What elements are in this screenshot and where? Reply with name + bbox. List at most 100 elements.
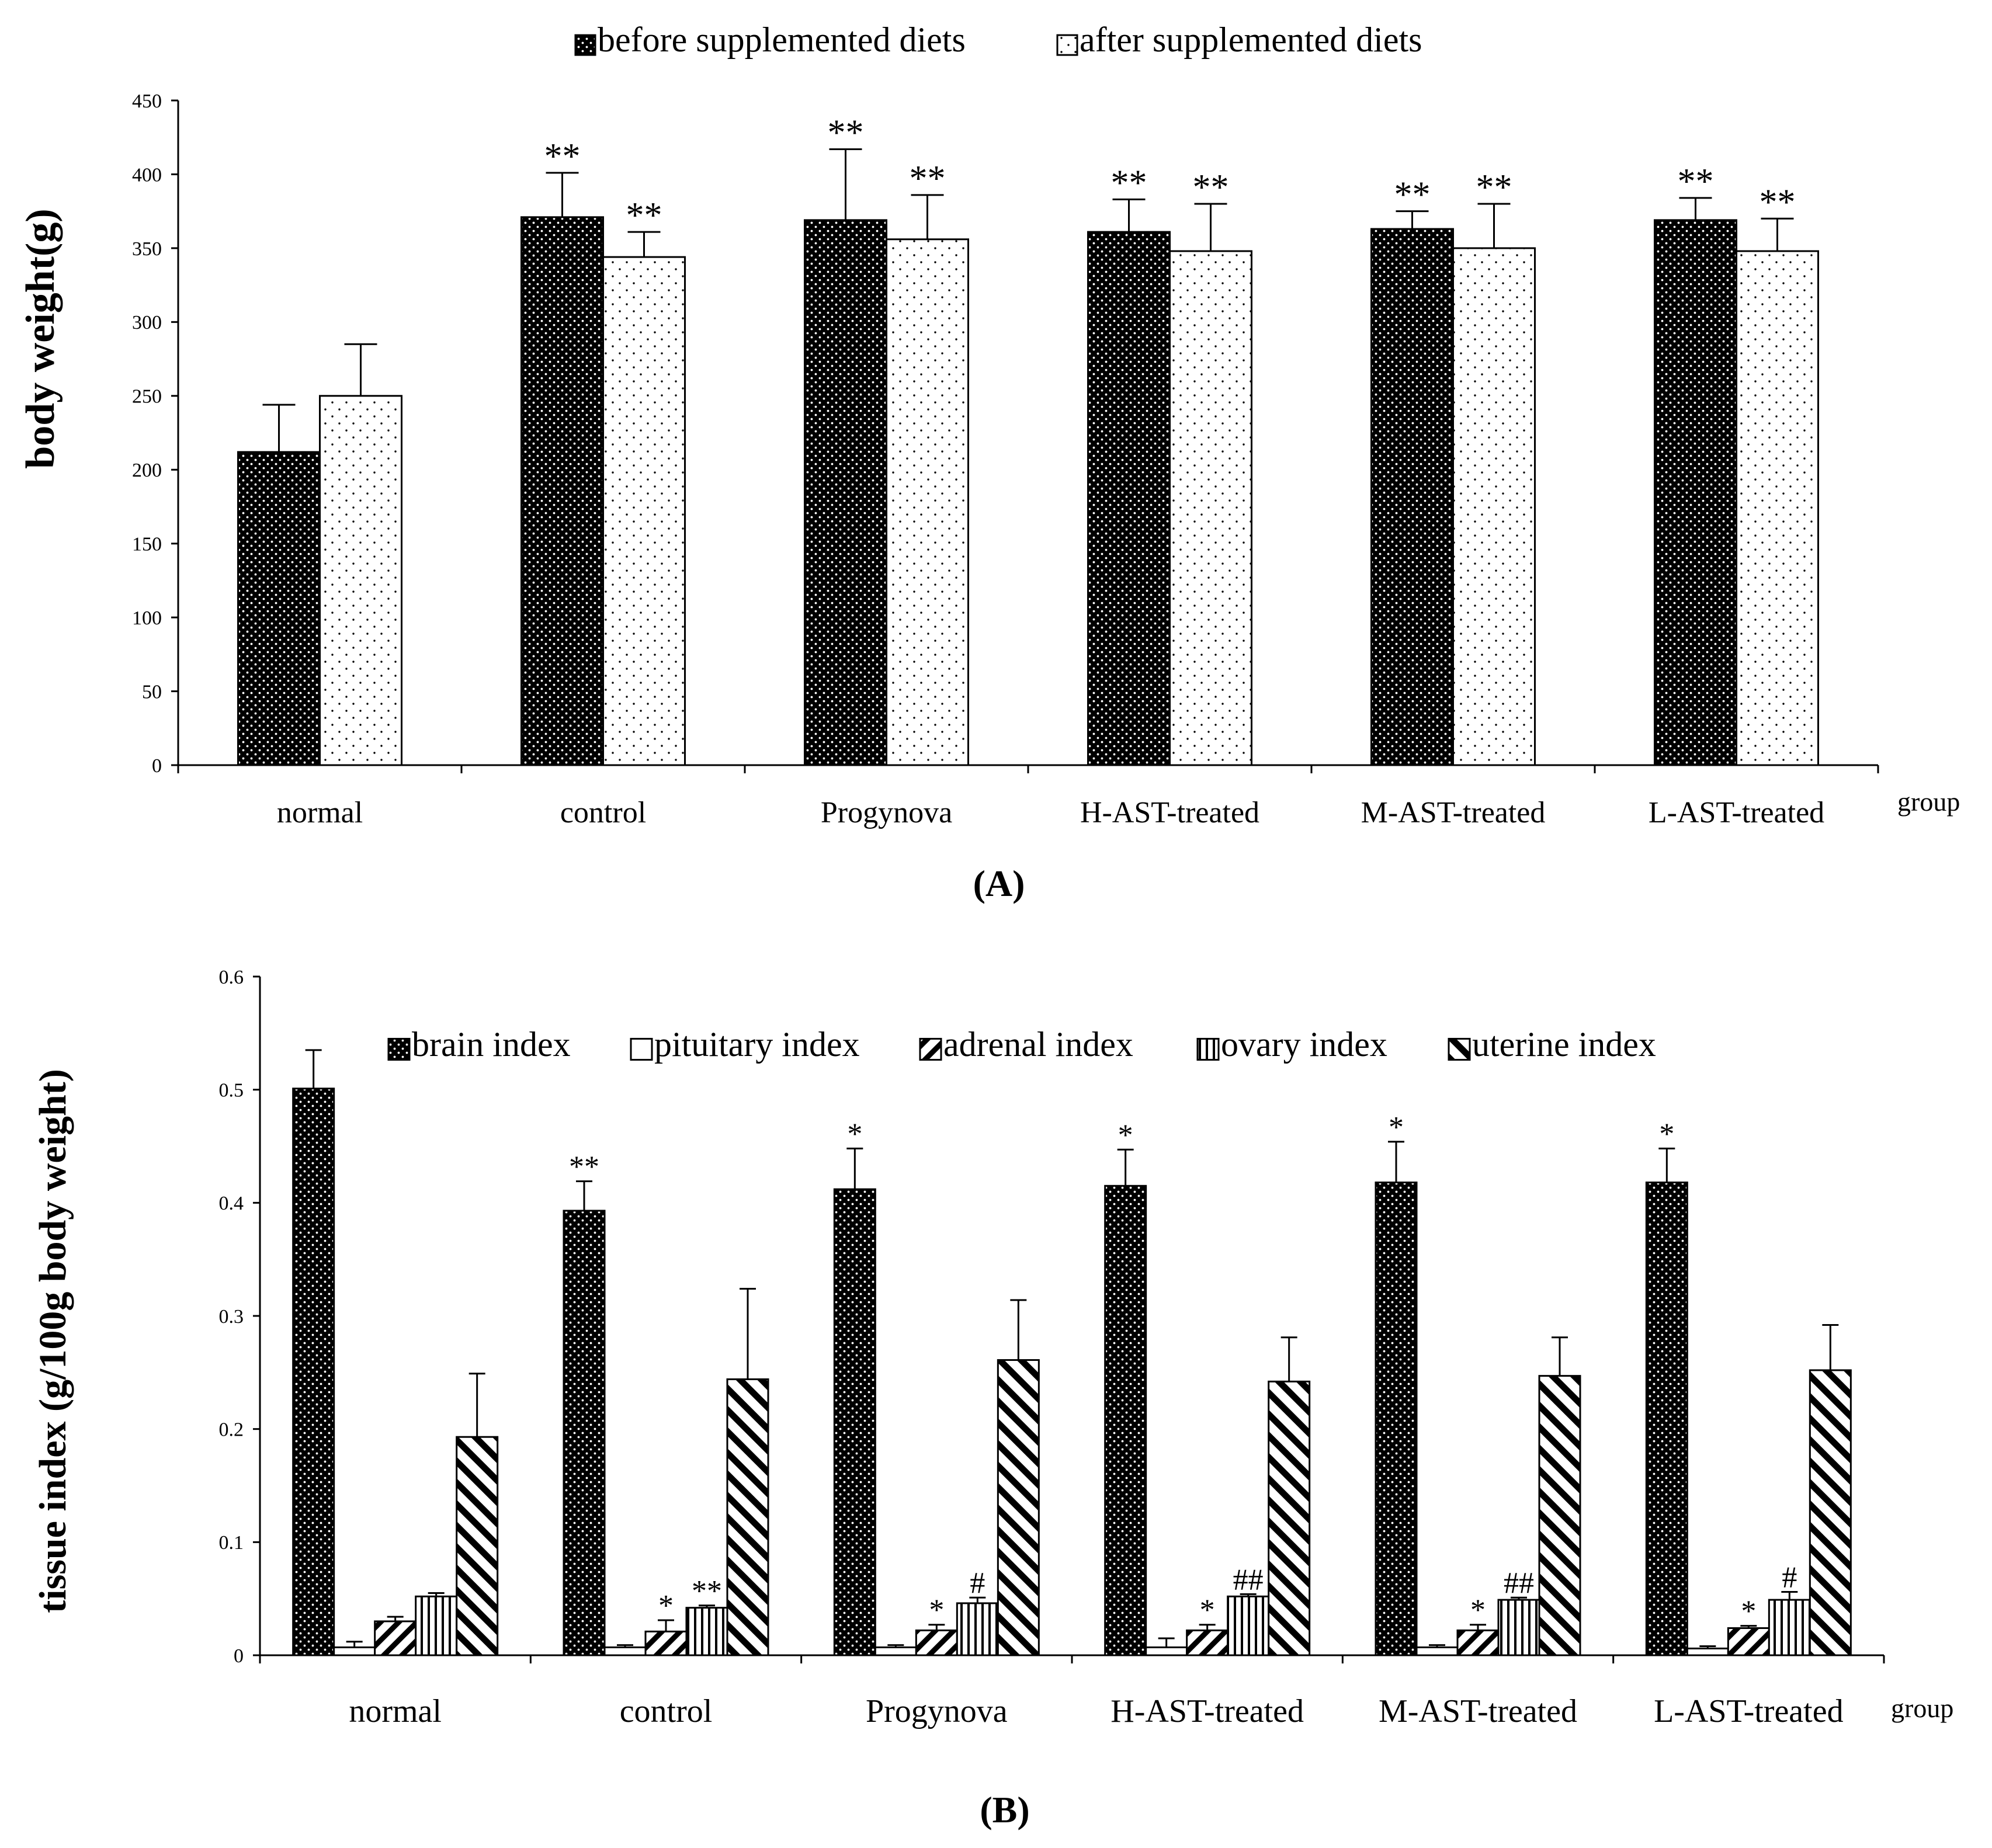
panel-b-x-category-label: control (620, 1693, 713, 1729)
panel-b-y-tick-label: 0.3 (219, 1306, 244, 1328)
panel-b-bar (874, 1646, 917, 1656)
panel-a-x-category-label: normal (277, 796, 363, 829)
panel-a-y-tick-label: 350 (132, 238, 162, 260)
panel-a-significance-marker: ** (626, 196, 662, 235)
panel-b-bar (292, 1088, 335, 1656)
panel-b-significance-marker: * (1389, 1111, 1404, 1144)
panel-b-bar (685, 1607, 728, 1656)
panel-a-bar (1654, 219, 1737, 766)
panel-b-bar (644, 1630, 688, 1656)
panel-a-significance-marker: ** (1760, 182, 1796, 222)
panel-b-y-tick-label: 0.6 (219, 967, 244, 988)
panel-a-bar (804, 219, 887, 766)
panel-a-significance-marker: ** (1111, 163, 1147, 203)
panel-b-significance-marker: ** (569, 1151, 599, 1184)
panel-b-bar (1456, 1629, 1500, 1656)
panel-a-significance-marker: ** (1193, 168, 1229, 207)
panel-a-bar (1736, 250, 1819, 766)
panel-b-legend-swatch (1448, 1037, 1471, 1061)
panel-b-bar (1768, 1599, 1811, 1656)
panel-b-significance-marker: * (1741, 1595, 1756, 1628)
panel-b-significance-marker: # (970, 1566, 985, 1600)
panel-b-significance-marker: * (1200, 1594, 1215, 1627)
panel-a-y-tick-label: 50 (142, 681, 162, 703)
panel-b-bar (1227, 1595, 1270, 1656)
panel-b-x-category-label: normal (349, 1693, 442, 1729)
panel-b-legend-label: brain index (412, 1025, 571, 1064)
panel-b-bar (1375, 1181, 1418, 1656)
panel-b-legend-label: uterine index (1472, 1025, 1656, 1064)
panel-a-significance-marker: ** (828, 113, 864, 152)
panel-a-legend-swatch (574, 34, 596, 56)
panel-b-legend-swatch (387, 1037, 411, 1061)
panel-b-y-tick-label: 0.2 (219, 1419, 244, 1441)
panel-b-y-tick-label: 0.1 (219, 1532, 244, 1554)
panel-a-significance-marker: ** (1678, 162, 1714, 202)
panel-a-legend-swatch (1056, 34, 1078, 56)
panel-a-bar (1087, 231, 1171, 766)
panel-b-bar (1104, 1184, 1147, 1656)
panel-a-x-category-label: L-AST-treated (1649, 796, 1824, 829)
panel-b-x-category-label: Progynova (866, 1693, 1008, 1729)
panel-a-y-axis-label: body weight(g) (18, 209, 63, 468)
panel-a-bar (602, 256, 686, 766)
panel-b-bar (1186, 1629, 1229, 1656)
panel-b-bar (1686, 1647, 1729, 1656)
panel-a-panel-label: (A) (973, 863, 1025, 904)
panel-a-y-tick-label: 200 (132, 460, 162, 481)
panel-b-bar (1809, 1369, 1852, 1656)
panel-a-significance-marker: ** (910, 159, 946, 199)
panel-b-bar (1268, 1380, 1311, 1656)
panel-a-x-category-label: M-AST-treated (1361, 796, 1546, 829)
panel-b-bar (415, 1595, 458, 1656)
panel-b-legend-swatch (630, 1037, 653, 1061)
panel-b-legend-label: ovary index (1221, 1025, 1387, 1064)
panel-b-significance-marker: * (658, 1589, 674, 1623)
panel-a-significance-marker: ** (1394, 175, 1431, 215)
panel-a-x-axis-label: group (1897, 787, 1960, 817)
panel-a-significance-marker: ** (544, 137, 581, 176)
panel-b-bar (833, 1188, 876, 1656)
panel-b-y-tick-label: 0.4 (219, 1193, 244, 1214)
panel-b-bar (1727, 1627, 1770, 1656)
panel-b-bar (333, 1646, 376, 1656)
panel-b-x-category-label: M-AST-treated (1379, 1693, 1577, 1729)
panel-a-bar (886, 238, 969, 766)
panel-a-y-tick-label: 250 (132, 386, 162, 408)
panel-b-significance-marker: ** (692, 1575, 722, 1608)
panel-b-bar (603, 1646, 647, 1656)
panel-a-y-tick-label: 450 (132, 91, 162, 112)
panel-b-legend-swatch (1196, 1037, 1220, 1061)
panel-b-bar (915, 1629, 958, 1656)
panel-b-y-axis-label: tissue index (g/100g body weight) (32, 1069, 74, 1613)
panel-b-legend-swatch (919, 1037, 942, 1061)
panel-b-panel-label: (B) (980, 1789, 1029, 1830)
panel-a-x-category-label: H-AST-treated (1080, 796, 1259, 829)
panel-b-bar (1497, 1599, 1540, 1656)
panel-a-bar (1370, 228, 1454, 766)
panel-a-bar (319, 395, 402, 766)
panel-b-bar (1538, 1375, 1581, 1656)
panel-b-bar (997, 1359, 1040, 1656)
panel-a-x-category-label: control (560, 796, 646, 829)
panel-b-bar (1145, 1646, 1188, 1656)
panel-a-body-weight-chart: 0 50 100 150 200 250 300 350 400 450 normal control… (18, 20, 1960, 904)
panel-b-significance-marker: * (1470, 1594, 1486, 1627)
panel-b-bar (1415, 1646, 1459, 1656)
panel-b-tissue-index-chart: 0 0.1 0.2 0.3 0.4 0.5 0.6 normal control Progynov… (32, 967, 1953, 1830)
panel-b-significance-marker: * (1659, 1117, 1674, 1151)
panel-b-significance-marker: # (1782, 1561, 1797, 1595)
panel-b-bar (456, 1436, 499, 1656)
panel-b-y-tick-label: 0 (234, 1645, 244, 1667)
panel-a-bar (237, 451, 321, 766)
panel-b-significance-marker: * (1118, 1118, 1133, 1152)
panel-b-x-category-label: L-AST-treated (1654, 1693, 1844, 1729)
panel-b-significance-marker: * (929, 1594, 944, 1627)
panel-b-bar (726, 1378, 769, 1656)
panel-b-bar (1645, 1181, 1688, 1656)
panel-b-legend-label: adrenal index (943, 1025, 1133, 1064)
panel-a-y-tick-label: 400 (132, 164, 162, 186)
panel-b-y-tick-label: 0.5 (219, 1080, 244, 1102)
panel-a-y-tick-label: 0 (152, 755, 162, 777)
panel-a-y-tick-label: 100 (132, 607, 162, 629)
